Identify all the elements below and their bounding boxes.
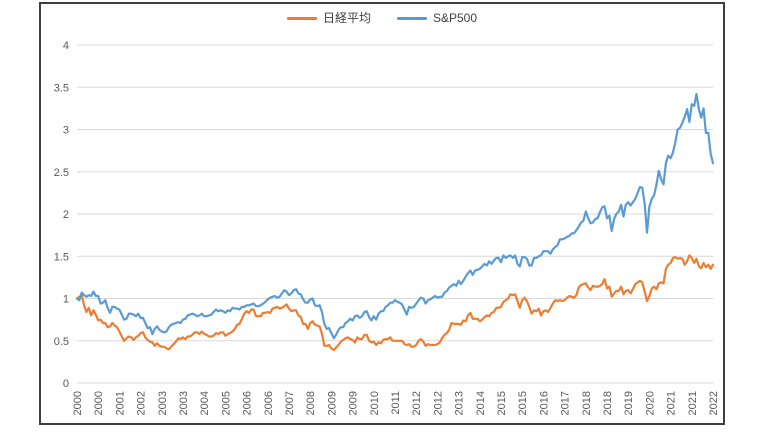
x-tick-label: 2018 [581,391,593,415]
x-tick-label: 2014 [475,391,487,415]
x-tick-label: 2013 [454,391,466,415]
x-tick-label: 2021 [687,391,699,415]
y-tick-label: 3 [63,125,69,137]
x-tick-label: 2009 [326,391,338,415]
legend-label-nikkei: 日経平均 [322,11,371,25]
x-tick-label: 2000 [72,391,84,415]
x-tick-label: 2002 [136,391,148,415]
x-tick-label: 2015 [496,391,508,415]
sp500-line-swatch-icon [396,16,427,20]
x-tick-label: 2022 [708,391,720,415]
series-line-sp500 [75,92,715,340]
x-tick-label: 2010 [369,391,381,415]
x-tick-label: 2000 [93,391,105,415]
plot-area: 0 0.5 1 1.5 2 2.5 3 3.5 4 2000 2000 2001 2002 2003 200… [54,40,720,415]
x-tick-label: 2006 [263,391,275,415]
legend-item-nikkei: 日経平均 [286,11,371,25]
x-tick-label: 2019 [623,391,635,415]
x-tick-label: 2012 [432,391,444,415]
x-tick-label: 2003 [178,391,190,415]
x-tick-label: 2011 [390,391,402,415]
y-tick-label: 0 [63,378,69,390]
legend-label-sp500: S&P500 [432,11,478,25]
x-tick-label: 2001 [114,391,126,415]
x-tick-label: 2020 [644,391,656,415]
x-tick-label: 2018 [602,391,614,415]
x-tick-label: 2005 [220,391,232,415]
x-tick-label: 2009 [348,391,360,415]
nikkei-line-swatch-icon [286,16,317,20]
series-line-nikkei [75,254,715,352]
y-tick-label: 1 [63,294,69,306]
x-tick-label: 2017 [560,391,572,415]
x-tick-label: 2008 [305,391,317,415]
y-tick-label: 1.5 [54,251,69,263]
x-tick-label: 2004 [199,391,211,415]
x-tick-label: 2016 [538,391,550,415]
y-tick-label: 2 [63,209,69,221]
chart-legend: 日経平均 S&P500 [41,12,723,24]
x-tick-label: 2003 [157,391,169,415]
y-tick-label: 0.5 [54,336,69,348]
legend-item-sp500: S&P500 [396,11,478,25]
x-tick-label: 2021 [666,391,678,415]
y-tick-label: 4 [63,40,69,52]
x-tick-label: 2007 [284,391,296,415]
y-tick-label: 3.5 [54,82,69,94]
x-tick-label: 2015 [517,391,529,415]
x-tick-label: 2006 [242,391,254,415]
chart-object[interactable]: 0 0.5 1 1.5 2 2.5 3 3.5 4 2000 2000 2001 2002 2003 200… [39,2,725,425]
y-tick-label: 2.5 [54,167,69,179]
x-tick-label: 2012 [411,391,423,415]
